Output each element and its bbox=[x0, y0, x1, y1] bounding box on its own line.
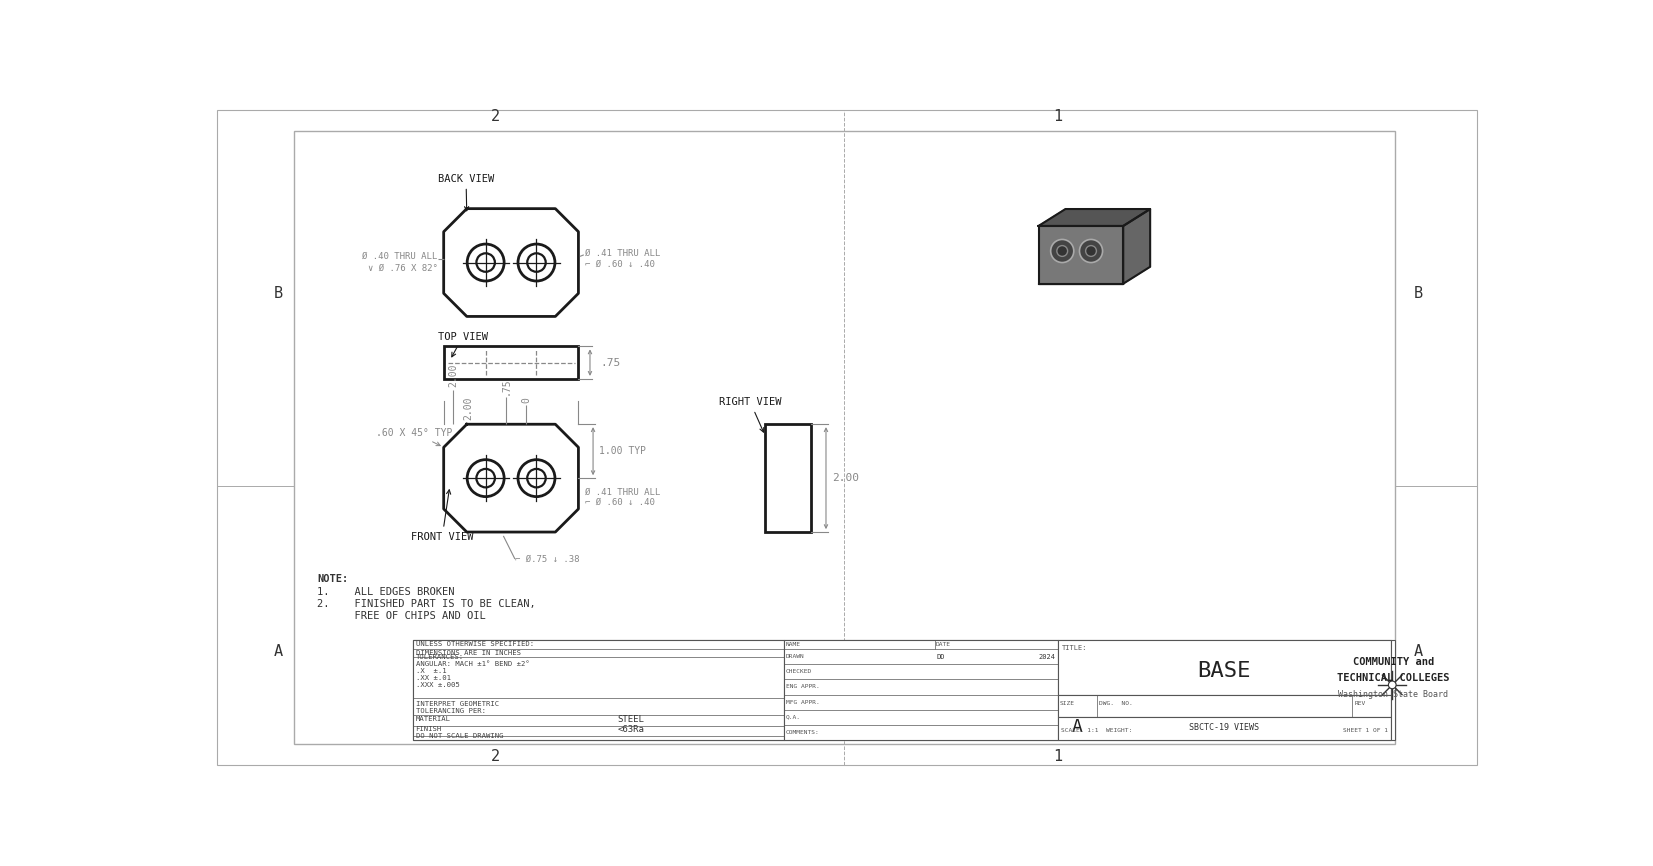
Text: Washington State Board: Washington State Board bbox=[1339, 690, 1448, 700]
Text: 2: 2 bbox=[491, 109, 501, 124]
Text: ⌐ Ø .60 ↓ .40: ⌐ Ø .60 ↓ .40 bbox=[585, 498, 655, 507]
Circle shape bbox=[1056, 246, 1068, 256]
Text: SCALE: 1:1  WEIGHT:: SCALE: 1:1 WEIGHT: bbox=[1061, 727, 1132, 733]
Text: FRONT VIEW: FRONT VIEW bbox=[412, 490, 473, 542]
Text: SBCTC-19 VIEWS: SBCTC-19 VIEWS bbox=[1190, 722, 1260, 732]
Circle shape bbox=[527, 469, 545, 488]
Text: ⌐ Ø.75 ↓ .38: ⌐ Ø.75 ↓ .38 bbox=[514, 554, 580, 564]
Text: RIGHT VIEW: RIGHT VIEW bbox=[719, 397, 782, 432]
Text: FREE OF CHIPS AND OIL: FREE OF CHIPS AND OIL bbox=[317, 611, 486, 621]
Bar bbox=[413, 640, 785, 740]
Bar bbox=[785, 640, 1058, 740]
Text: BACK VIEW: BACK VIEW bbox=[438, 174, 494, 210]
Text: .75: .75 bbox=[501, 378, 511, 395]
Text: .75: .75 bbox=[600, 358, 620, 368]
Text: 0: 0 bbox=[521, 397, 532, 403]
Text: TOLERANCES:
ANGULAR: MACH ±1° BEND ±2°
.X  ±.1
.XX ±.01
.XXX ±.005: TOLERANCES: ANGULAR: MACH ±1° BEND ±2° .… bbox=[415, 654, 529, 688]
Bar bbox=[1392, 640, 1395, 740]
Text: 1: 1 bbox=[1053, 109, 1063, 124]
Text: A: A bbox=[1071, 718, 1083, 736]
Text: MFG APPR.: MFG APPR. bbox=[785, 700, 820, 705]
Text: Ø .41 THRU ALL: Ø .41 THRU ALL bbox=[585, 249, 660, 258]
Text: STEEL: STEEL bbox=[617, 714, 645, 724]
Bar bbox=[294, 131, 1395, 744]
Circle shape bbox=[517, 460, 555, 496]
Text: Ø .40 THRU ALL: Ø .40 THRU ALL bbox=[362, 252, 438, 261]
Bar bbox=[1058, 717, 1392, 740]
Text: BASE: BASE bbox=[1198, 662, 1251, 682]
Circle shape bbox=[1079, 239, 1103, 262]
Text: .60 X 45° TYP: .60 X 45° TYP bbox=[377, 428, 453, 446]
Text: 2: 2 bbox=[491, 749, 501, 765]
Bar bbox=[413, 640, 1392, 740]
Polygon shape bbox=[1122, 209, 1150, 284]
Text: A: A bbox=[1413, 644, 1423, 659]
Text: DO NOT SCALE DRAWING: DO NOT SCALE DRAWING bbox=[415, 734, 503, 739]
Text: 1: 1 bbox=[1053, 749, 1063, 765]
Text: 2.00: 2.00 bbox=[463, 397, 473, 420]
Text: TOP VIEW: TOP VIEW bbox=[438, 332, 488, 357]
Bar bbox=[1058, 640, 1392, 695]
Text: COMMENTS:: COMMENTS: bbox=[785, 730, 820, 735]
Circle shape bbox=[476, 469, 494, 488]
Text: DIMENSIONS ARE IN INCHES: DIMENSIONS ARE IN INCHES bbox=[415, 650, 521, 656]
Bar bbox=[1058, 695, 1392, 717]
Circle shape bbox=[527, 253, 545, 272]
Text: <63Ra: <63Ra bbox=[617, 725, 645, 734]
Text: 2.00: 2.00 bbox=[448, 364, 458, 387]
Text: REV: REV bbox=[1354, 701, 1365, 706]
Text: FINISH: FINISH bbox=[415, 727, 441, 732]
Circle shape bbox=[476, 253, 494, 272]
Text: 1.00 TYP: 1.00 TYP bbox=[600, 446, 646, 456]
Text: ⌐ Ø .60 ↓ .40: ⌐ Ø .60 ↓ .40 bbox=[585, 260, 655, 268]
Text: COMMUNITY and: COMMUNITY and bbox=[1352, 657, 1435, 667]
Text: MATERIAL: MATERIAL bbox=[415, 716, 451, 722]
Text: DWG.  NO.: DWG. NO. bbox=[1099, 701, 1132, 706]
Text: Ø .41 THRU ALL: Ø .41 THRU ALL bbox=[585, 488, 660, 496]
Bar bbox=[765, 424, 812, 532]
Text: 2.    FINISHED PART IS TO BE CLEAN,: 2. FINISHED PART IS TO BE CLEAN, bbox=[317, 599, 536, 609]
Text: DRAWN: DRAWN bbox=[785, 654, 805, 659]
Polygon shape bbox=[1038, 209, 1150, 226]
Text: UNLESS OTHERWISE SPECIFIED:: UNLESS OTHERWISE SPECIFIED: bbox=[415, 642, 534, 648]
Text: B: B bbox=[274, 286, 283, 301]
Text: DATE: DATE bbox=[936, 642, 950, 647]
Text: ∨ Ø .76 X 82°: ∨ Ø .76 X 82° bbox=[367, 264, 438, 273]
Text: SIZE: SIZE bbox=[1060, 701, 1074, 706]
Text: ENG APPR.: ENG APPR. bbox=[785, 684, 820, 689]
Circle shape bbox=[1086, 246, 1096, 256]
Text: B: B bbox=[1413, 286, 1423, 301]
Text: DD: DD bbox=[936, 654, 944, 660]
Text: 1.    ALL EDGES BROKEN: 1. ALL EDGES BROKEN bbox=[317, 586, 455, 597]
Text: 2.00: 2.00 bbox=[831, 473, 860, 483]
Text: A: A bbox=[274, 644, 283, 659]
Text: NAME: NAME bbox=[785, 642, 802, 647]
Text: TITLE:: TITLE: bbox=[1061, 644, 1088, 650]
Text: CHECKED: CHECKED bbox=[785, 669, 812, 675]
Text: INTERPRET GEOMETRIC
TOLERANCING PER:: INTERPRET GEOMETRIC TOLERANCING PER: bbox=[415, 701, 499, 714]
Text: TECHNICAL COLLEGES: TECHNICAL COLLEGES bbox=[1337, 673, 1450, 683]
Polygon shape bbox=[1038, 226, 1122, 284]
Bar bbox=[443, 346, 579, 378]
Text: Q.A.: Q.A. bbox=[785, 714, 802, 720]
Text: NOTE:: NOTE: bbox=[317, 574, 349, 585]
Circle shape bbox=[468, 460, 504, 496]
Circle shape bbox=[1051, 239, 1074, 262]
Text: 2024: 2024 bbox=[1038, 654, 1056, 660]
Circle shape bbox=[1389, 681, 1397, 688]
Circle shape bbox=[468, 244, 504, 281]
Text: SHEET 1 OF 1: SHEET 1 OF 1 bbox=[1344, 727, 1389, 733]
Circle shape bbox=[517, 244, 555, 281]
